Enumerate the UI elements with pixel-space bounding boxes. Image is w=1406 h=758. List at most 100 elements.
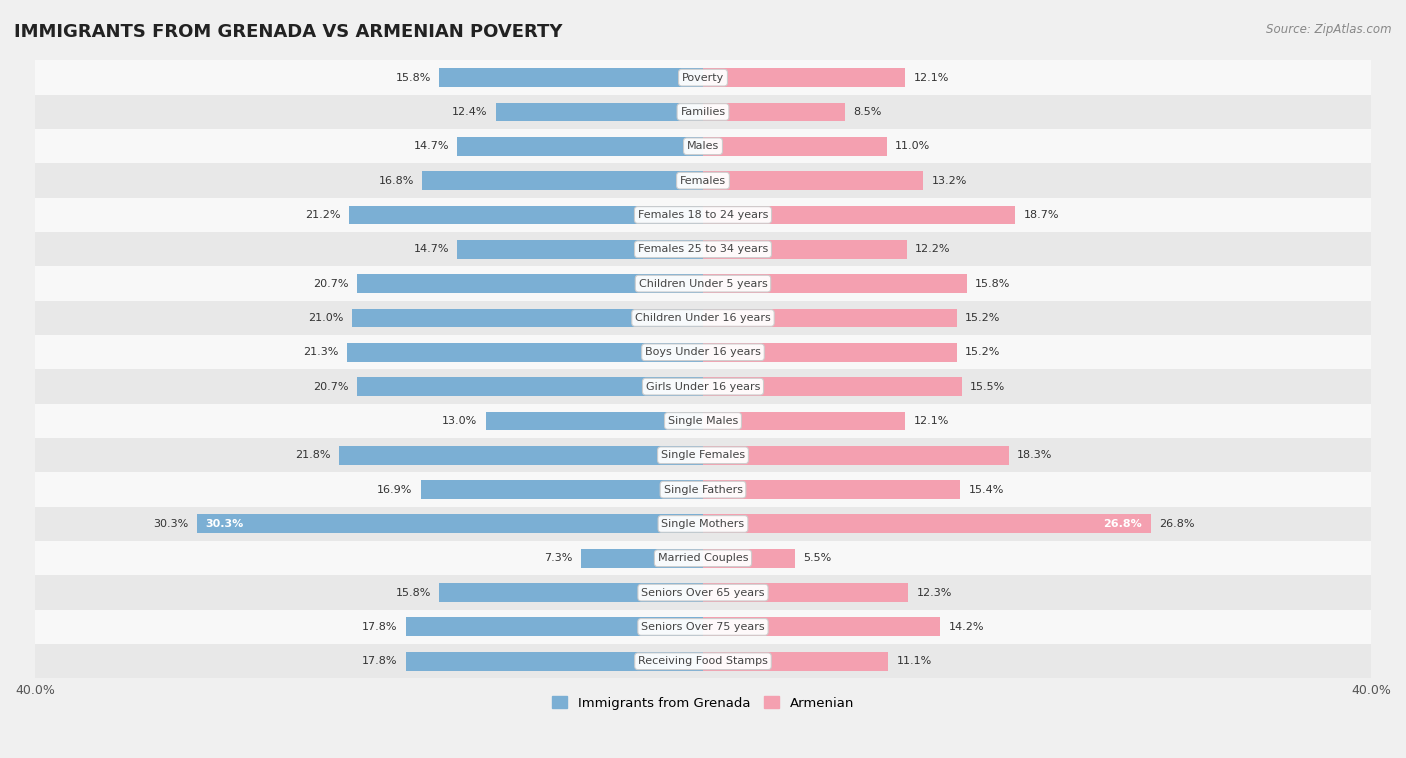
Bar [35, 472, 1371, 507]
Text: 15.4%: 15.4% [969, 484, 1004, 495]
Bar [439, 583, 703, 602]
Text: Children Under 5 years: Children Under 5 years [638, 279, 768, 289]
Bar [357, 377, 703, 396]
Text: Children Under 16 years: Children Under 16 years [636, 313, 770, 323]
Text: Seniors Over 65 years: Seniors Over 65 years [641, 587, 765, 597]
Bar [35, 507, 1371, 541]
Text: Families: Families [681, 107, 725, 117]
Bar [35, 164, 1371, 198]
Text: 16.9%: 16.9% [377, 484, 412, 495]
Bar [703, 618, 941, 637]
Bar [703, 446, 1008, 465]
Bar [353, 309, 703, 327]
Text: 20.7%: 20.7% [314, 279, 349, 289]
Bar [35, 575, 1371, 609]
Text: Males: Males [688, 141, 718, 152]
Bar [35, 609, 1371, 644]
Text: 12.2%: 12.2% [915, 244, 950, 254]
Bar [703, 205, 1015, 224]
Text: 13.0%: 13.0% [443, 416, 478, 426]
Text: 21.0%: 21.0% [308, 313, 344, 323]
Bar [422, 171, 703, 190]
Bar [703, 549, 794, 568]
Text: 20.7%: 20.7% [314, 381, 349, 392]
Text: 21.3%: 21.3% [304, 347, 339, 357]
Bar [35, 129, 1371, 164]
Bar [703, 480, 960, 499]
Bar [35, 404, 1371, 438]
Text: 15.8%: 15.8% [395, 587, 430, 597]
Bar [35, 232, 1371, 267]
Bar [35, 301, 1371, 335]
Text: 17.8%: 17.8% [361, 622, 398, 632]
Text: 26.8%: 26.8% [1104, 519, 1142, 529]
Bar [406, 618, 703, 637]
Text: Receiving Food Stamps: Receiving Food Stamps [638, 656, 768, 666]
Bar [703, 583, 908, 602]
Bar [339, 446, 703, 465]
Bar [703, 377, 962, 396]
Text: 21.2%: 21.2% [305, 210, 340, 220]
Text: 13.2%: 13.2% [932, 176, 967, 186]
Text: 18.3%: 18.3% [1017, 450, 1052, 460]
Text: 15.5%: 15.5% [970, 381, 1005, 392]
Text: Single Mothers: Single Mothers [661, 519, 745, 529]
Bar [703, 102, 845, 121]
Text: 14.2%: 14.2% [949, 622, 984, 632]
Bar [581, 549, 703, 568]
Text: 21.8%: 21.8% [295, 450, 330, 460]
Text: 18.7%: 18.7% [1024, 210, 1059, 220]
Text: Girls Under 16 years: Girls Under 16 years [645, 381, 761, 392]
Bar [35, 267, 1371, 301]
Bar [703, 171, 924, 190]
Text: 14.7%: 14.7% [413, 244, 449, 254]
Text: Females 25 to 34 years: Females 25 to 34 years [638, 244, 768, 254]
Text: Poverty: Poverty [682, 73, 724, 83]
Bar [35, 61, 1371, 95]
Text: Single Females: Single Females [661, 450, 745, 460]
Bar [197, 515, 703, 534]
Bar [703, 412, 905, 431]
Bar [703, 137, 887, 155]
Text: 5.5%: 5.5% [803, 553, 831, 563]
Text: 12.1%: 12.1% [914, 416, 949, 426]
Bar [35, 369, 1371, 404]
Bar [703, 68, 905, 87]
Bar [457, 137, 703, 155]
Text: Boys Under 16 years: Boys Under 16 years [645, 347, 761, 357]
Legend: Immigrants from Grenada, Armenian: Immigrants from Grenada, Armenian [547, 691, 859, 715]
Text: Females: Females [681, 176, 725, 186]
Bar [703, 652, 889, 671]
Bar [349, 205, 703, 224]
Bar [486, 412, 703, 431]
Text: 8.5%: 8.5% [853, 107, 882, 117]
Text: 17.8%: 17.8% [361, 656, 398, 666]
Text: Seniors Over 75 years: Seniors Over 75 years [641, 622, 765, 632]
Bar [496, 102, 703, 121]
Bar [35, 438, 1371, 472]
Bar [703, 309, 957, 327]
Bar [35, 541, 1371, 575]
Bar [703, 343, 957, 362]
Bar [420, 480, 703, 499]
Text: 12.1%: 12.1% [914, 73, 949, 83]
Text: Source: ZipAtlas.com: Source: ZipAtlas.com [1267, 23, 1392, 36]
Bar [35, 335, 1371, 369]
Text: 14.7%: 14.7% [413, 141, 449, 152]
Text: 15.8%: 15.8% [395, 73, 430, 83]
Text: 30.3%: 30.3% [153, 519, 188, 529]
Text: Single Fathers: Single Fathers [664, 484, 742, 495]
Bar [35, 95, 1371, 129]
Text: 30.3%: 30.3% [205, 519, 243, 529]
Text: 26.8%: 26.8% [1159, 519, 1195, 529]
Bar [35, 198, 1371, 232]
Bar [406, 652, 703, 671]
Bar [703, 240, 907, 258]
Bar [357, 274, 703, 293]
Bar [457, 240, 703, 258]
Bar [703, 274, 967, 293]
Text: 12.3%: 12.3% [917, 587, 952, 597]
Bar [347, 343, 703, 362]
Bar [439, 68, 703, 87]
Bar [35, 644, 1371, 678]
